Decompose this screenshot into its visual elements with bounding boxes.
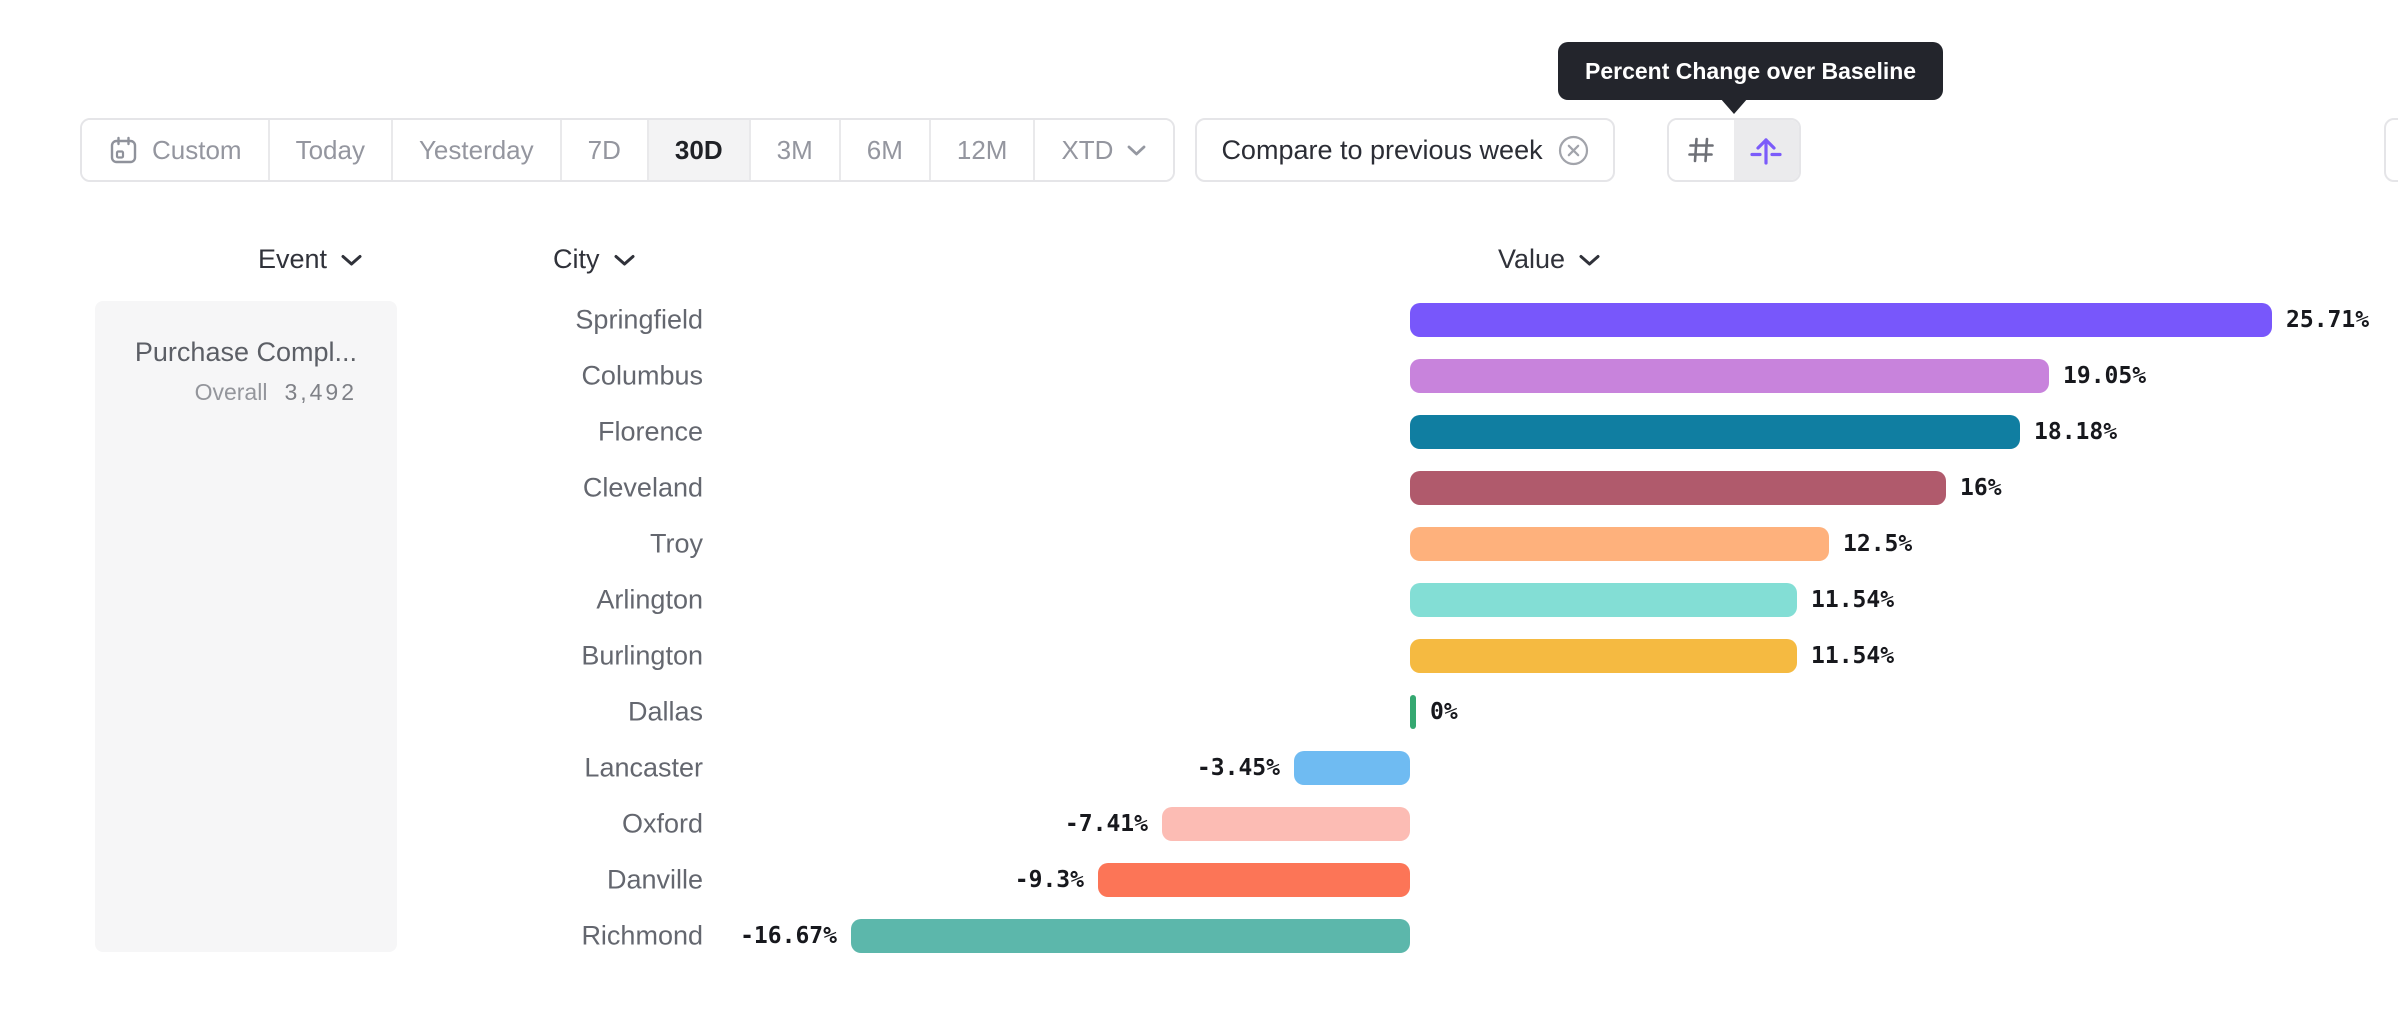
- value-bar[interactable]: [851, 919, 1410, 953]
- chart-view-toggle-group: [1666, 118, 1801, 182]
- chart-row: Oxford -7.41%: [0, 796, 2398, 852]
- chart-row: Columbus 19.05%: [0, 348, 2398, 404]
- event-name: Purchase Compl...: [134, 337, 357, 367]
- category-label: Dallas: [627, 696, 703, 727]
- date-range-label: Yesterday: [418, 134, 534, 165]
- date-range-label: 30D: [674, 134, 723, 165]
- chart-row: Burlington 11.54%: [0, 628, 2398, 684]
- category-label: Lancaster: [584, 752, 703, 783]
- category-label: Cleveland: [582, 472, 703, 503]
- value-label: 11.54%: [1811, 587, 1895, 613]
- value-bar[interactable]: [1410, 303, 2272, 337]
- toolbar: Custom Today Yesterday 7D 30D 3M 6M 12M XTD Comp…: [80, 118, 1801, 182]
- value-bar[interactable]: [1410, 527, 1829, 561]
- chart-row: Troy 12.5%: [0, 516, 2398, 572]
- value-label: 25.71%: [2286, 307, 2370, 333]
- date-range-30d[interactable]: 30D: [646, 120, 749, 180]
- compare-button[interactable]: Compare to previous week: [1195, 118, 1615, 182]
- category-label: Florence: [597, 416, 703, 447]
- value-label: 11.54%: [1811, 643, 1895, 669]
- category-label: Oxford: [621, 808, 703, 839]
- date-range-label: Custom: [152, 134, 242, 165]
- date-range-yesterday[interactable]: Yesterday: [390, 120, 560, 180]
- calendar-icon: [108, 135, 139, 166]
- chart-row: Dallas 0%: [0, 684, 2398, 740]
- category-label: Arlington: [596, 584, 703, 615]
- category-label: Danville: [606, 864, 703, 895]
- category-label: Burlington: [581, 640, 703, 671]
- value-label: 0%: [1430, 699, 1458, 725]
- value-bar[interactable]: [1410, 583, 1797, 617]
- value-label: 18.18%: [2034, 419, 2118, 445]
- value-label: -3.45%: [1196, 755, 1280, 781]
- chevron-down-icon: [340, 253, 363, 267]
- date-range-label: 6M: [866, 134, 903, 165]
- column-header-event-label: Event: [258, 244, 328, 274]
- tooltip-caret: [1720, 98, 1748, 114]
- chart-row: Richmond -16.67%: [0, 908, 2398, 964]
- event-metric: Overall 3,492: [195, 379, 357, 406]
- value-label: -9.3%: [1014, 867, 1084, 893]
- column-header-city[interactable]: City: [553, 244, 636, 275]
- category-label: Columbus: [581, 360, 703, 391]
- date-range-today[interactable]: Today: [267, 120, 391, 180]
- tooltip: Percent Change over Baseline: [1558, 42, 1944, 100]
- event-metric-value: 3,492: [284, 379, 357, 405]
- chart-row: Lancaster -3.45%: [0, 740, 2398, 796]
- chart-row: Cleveland 16%: [0, 460, 2398, 516]
- value-bar[interactable]: [1162, 807, 1410, 841]
- date-range-7d[interactable]: 7D: [559, 120, 647, 180]
- value-bar[interactable]: [1410, 695, 1416, 729]
- value-label: -7.41%: [1064, 811, 1148, 837]
- date-range-control: Custom Today Yesterday 7D 30D 3M 6M 12M XTD: [80, 118, 1176, 182]
- chart-row: Springfield 25.71%: [0, 292, 2398, 348]
- chevron-down-icon: [1578, 253, 1601, 267]
- column-header-value[interactable]: Value: [1498, 244, 1601, 275]
- clipped-right-button[interactable]: [2384, 118, 2398, 182]
- arrow-over-baseline-icon: [1748, 132, 1784, 168]
- category-label: Richmond: [581, 920, 703, 951]
- value-bar[interactable]: [1410, 359, 2049, 393]
- event-metric-label: Overall: [194, 379, 268, 405]
- value-label: -16.67%: [740, 923, 837, 949]
- value-label: 12.5%: [1843, 531, 1913, 557]
- chevron-down-icon: [1126, 144, 1147, 157]
- compare-label: Compare to previous week: [1221, 134, 1543, 165]
- date-range-xtd[interactable]: XTD: [1033, 120, 1174, 180]
- event-panel[interactable]: Purchase Compl... Overall 3,492: [95, 301, 397, 952]
- chart-rows: Springfield 25.71% Columbus 19.05% Florence 1…: [0, 292, 2398, 964]
- hash-icon: [1684, 133, 1718, 167]
- date-range-label: XTD: [1061, 134, 1114, 165]
- column-header-city-label: City: [553, 244, 600, 274]
- date-range-3m[interactable]: 3M: [748, 120, 839, 180]
- value-bar[interactable]: [1098, 863, 1410, 897]
- date-range-label: Today: [295, 134, 365, 165]
- value-bar[interactable]: [1410, 415, 2020, 449]
- date-range-12m[interactable]: 12M: [928, 120, 1034, 180]
- value-label: 19.05%: [2063, 363, 2147, 389]
- date-range-label: 7D: [587, 134, 621, 165]
- column-header-event[interactable]: Event: [258, 244, 363, 275]
- column-header-value-label: Value: [1498, 244, 1566, 274]
- chart-row: Florence 18.18%: [0, 404, 2398, 460]
- date-range-label: 3M: [776, 134, 813, 165]
- value-bar[interactable]: [1410, 471, 1946, 505]
- category-label: Springfield: [575, 304, 703, 335]
- date-range-custom[interactable]: Custom: [82, 120, 268, 180]
- chart-row: Arlington 11.54%: [0, 572, 2398, 628]
- baseline-arrow-icon-button[interactable]: [1733, 120, 1799, 180]
- value-bar[interactable]: [1410, 639, 1797, 673]
- value-label: 16%: [1960, 475, 2002, 501]
- date-range-6m[interactable]: 6M: [838, 120, 929, 180]
- category-label: Troy: [650, 528, 703, 559]
- date-range-label: 12M: [956, 134, 1008, 165]
- chevron-down-icon: [613, 253, 636, 267]
- grid-hash-icon-button[interactable]: [1668, 120, 1734, 180]
- value-bar[interactable]: [1294, 751, 1410, 785]
- circle-x-icon[interactable]: [1558, 135, 1589, 166]
- chart-row: Danville -9.3%: [0, 852, 2398, 908]
